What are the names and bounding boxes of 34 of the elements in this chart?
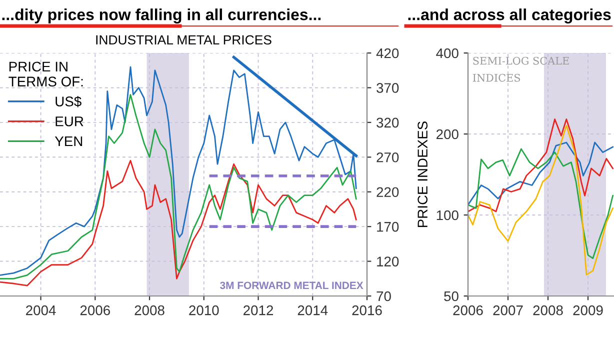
legend-label: EUR — [56, 116, 84, 126]
x-tick-label: 2012 — [244, 305, 274, 316]
y-tick-label: 50 — [444, 291, 458, 302]
chart-title: ...and across all categories — [408, 8, 611, 24]
y-tick-label: 170 — [377, 222, 399, 232]
y-tick-label: 200 — [436, 129, 458, 140]
y-tick-label: 120 — [377, 256, 399, 266]
x-tick-label: 2014 — [298, 305, 328, 316]
x-tick-label: 2008 — [134, 305, 164, 316]
x-tick-label: 2006 — [80, 305, 110, 316]
y-tick-label: 370 — [376, 83, 399, 93]
y-tick-label: 320 — [376, 118, 399, 128]
x-tick-label: 2010 — [189, 305, 219, 316]
x-tick-label: 2004 — [26, 305, 56, 316]
x-tick-label: 2006 — [453, 305, 483, 316]
annotation: INDICES — [472, 74, 520, 82]
y-tick-label: 270 — [376, 152, 399, 162]
x-tick-label: 2016 — [352, 305, 382, 316]
y-tick-label: 70 — [376, 291, 391, 302]
annotation: SEMI-LOG SCALE — [473, 56, 569, 65]
y-tick-label: 100 — [436, 210, 458, 220]
legend-title: PRICE IN TERMS OF: — [8, 62, 83, 86]
y-tick-label: 420 — [376, 48, 399, 58]
x-tick-label: 2009 — [573, 305, 603, 316]
annotation: 3M FORWARD METAL INDEX — [220, 282, 364, 290]
x-tick-label: 2008 — [533, 305, 563, 316]
y-tick-label: 220 — [376, 187, 399, 198]
legend-label: US$ — [56, 96, 82, 108]
y-tick-label: 400 — [436, 48, 458, 58]
legend-label: YEN — [54, 136, 82, 146]
x-tick-label: 2007 — [493, 305, 523, 316]
chart-title: ...dity prices now falling in all currencies... — [2, 8, 321, 24]
y-axis-title: PRICE INDEXES — [418, 122, 428, 227]
chart-subtitle: INDUSTRIAL METAL PRICES — [96, 35, 272, 45]
